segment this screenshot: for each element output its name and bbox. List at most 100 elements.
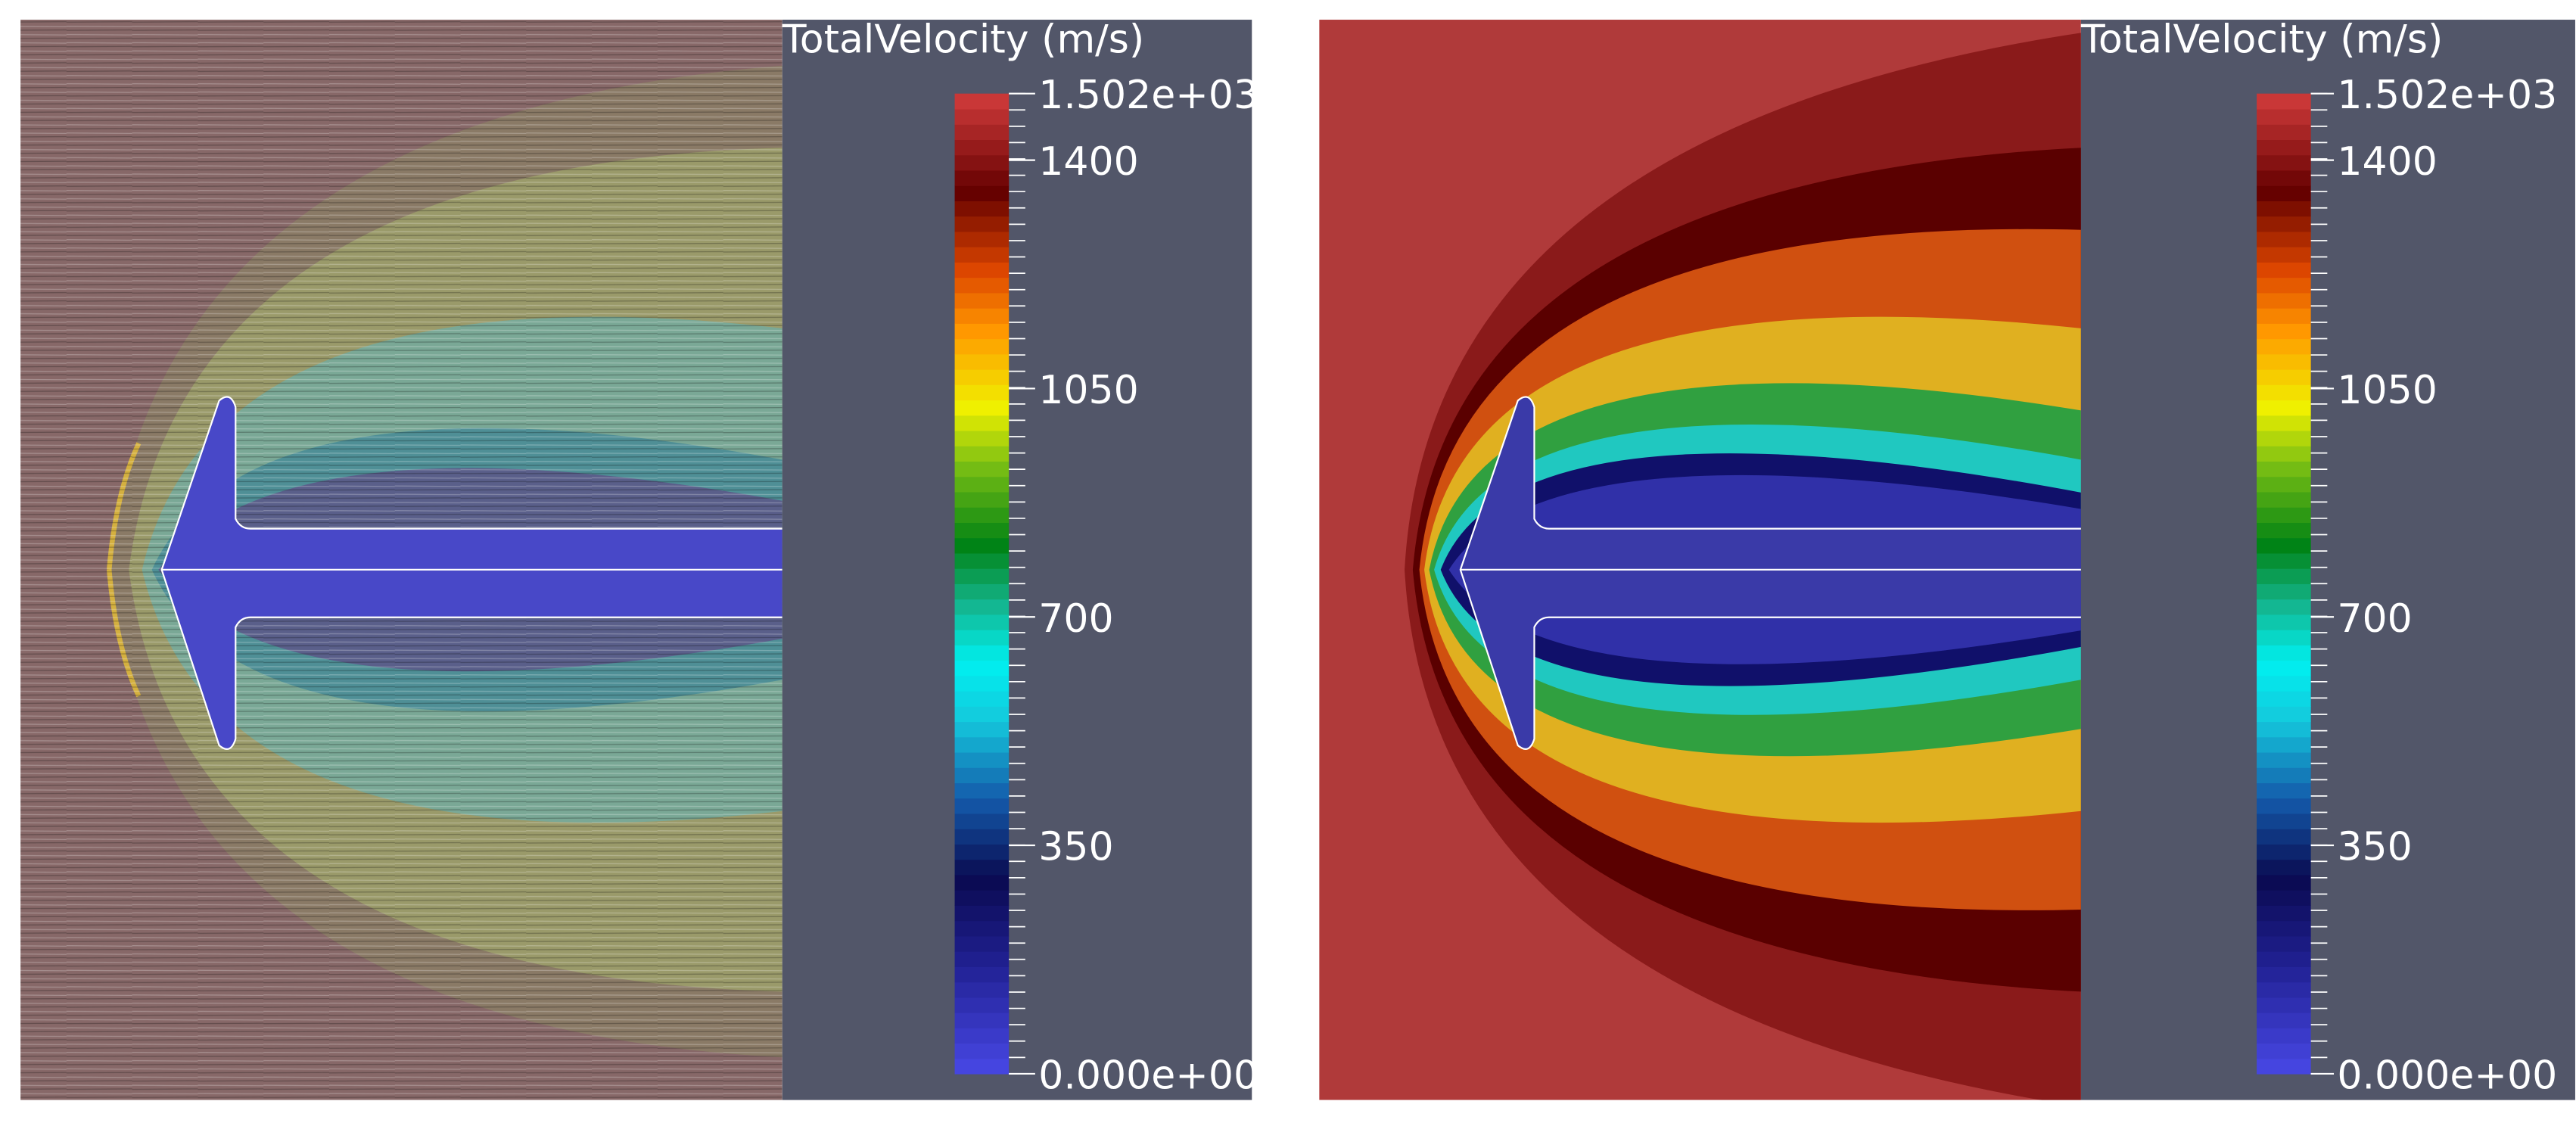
colorbar-band: [954, 415, 1010, 431]
colorbar-band: [954, 154, 1010, 171]
colorbar-band: [954, 139, 1010, 156]
colorbar-band: [2257, 997, 2311, 1013]
colorbar-band: [2257, 1043, 2311, 1059]
colorbar-band: [2257, 599, 2311, 615]
colorbar-band: [2257, 369, 2311, 385]
colorbar-band: [954, 476, 1010, 493]
colorbar-band: [954, 798, 1010, 814]
colorbar-band: [2257, 491, 2311, 508]
colorbar-band: [2257, 844, 2311, 860]
colorbar-band: [2257, 1058, 2311, 1075]
colorbar-tick-label: 1.502e+03: [1038, 73, 1258, 118]
colorbar-band: [954, 93, 1010, 110]
colorbar-band: [2257, 537, 2311, 554]
colorbar-band: [2257, 353, 2311, 370]
colorbar-band: [954, 277, 1010, 294]
colorbar-band: [954, 736, 1010, 753]
colorbar-band: [2257, 231, 2311, 247]
colorbar-band: [2257, 568, 2311, 584]
lic-view: [20, 20, 782, 1100]
colorbar-band: [954, 599, 1010, 615]
colorbar-band: [2257, 920, 2311, 937]
colorbar-band: [2257, 185, 2311, 201]
legend-panel: [2080, 20, 2575, 1100]
colorbar-band: [954, 675, 1010, 692]
colorbar-band: [954, 782, 1010, 799]
colorbar-band: [954, 308, 1010, 324]
colorbar-band: [954, 966, 1010, 983]
colorbar-band: [2257, 247, 2311, 263]
colorbar-band: [2257, 415, 2311, 431]
colorbar-band: [954, 874, 1010, 891]
colorbar-band: [2257, 93, 2311, 110]
colorbar-band: [954, 614, 1010, 630]
colorbar-band: [2257, 645, 2311, 661]
colorbar-band: [954, 247, 1010, 263]
colorbar-band: [954, 829, 1010, 845]
colorbar-band: [2257, 262, 2311, 278]
colorbar-band: [2257, 951, 2311, 967]
colorbar-band: [2257, 736, 2311, 753]
colorbar-band: [954, 859, 1010, 876]
colorbar-band: [2257, 630, 2311, 645]
colorbar-band: [954, 170, 1010, 186]
colorbar-band: [954, 338, 1010, 355]
colorbar-band: [954, 231, 1010, 247]
colorbar-band: [954, 997, 1010, 1013]
legend-panel: [782, 20, 1252, 1100]
colorbar-band: [2257, 721, 2311, 738]
colorbar-band: [2257, 446, 2311, 462]
colorbar-tick-label: 700: [2337, 596, 2412, 642]
colorbar-band: [954, 751, 1010, 768]
colorbar-band: [2257, 905, 2311, 922]
colorbar-band: [2257, 1028, 2311, 1044]
colorbar-band: [954, 400, 1010, 416]
colorbar-band: [2257, 583, 2311, 600]
colorbar-tick-label: 1.502e+03: [2337, 73, 2557, 118]
colorbar-band: [954, 813, 1010, 829]
colorbar-band: [954, 522, 1010, 539]
colorbar-band: [954, 935, 1010, 952]
colorbar-band: [954, 446, 1010, 462]
colorbar-band: [2257, 660, 2311, 677]
colorbar-band: [2257, 507, 2311, 523]
colorbar-tick-label: 350: [2337, 825, 2412, 870]
pseudocolor-view: [1319, 20, 2081, 1100]
colorbar-tick-label: 0.000e+00: [2337, 1053, 2557, 1098]
colorbar-band: [2257, 614, 2311, 630]
colorbar-band: [954, 552, 1010, 569]
colorbar-band: [954, 981, 1010, 998]
colorbar-band: [954, 905, 1010, 922]
colorbar-band: [954, 721, 1010, 738]
colorbar-band: [954, 767, 1010, 784]
colorbar-band: [2257, 124, 2311, 141]
colorbar-band: [2257, 782, 2311, 799]
colorbar-band: [2257, 751, 2311, 768]
colorbar-band: [954, 844, 1010, 860]
colorbar-title: TotalVelocity (m/s): [2080, 17, 2443, 62]
colorbar-band: [2257, 706, 2311, 723]
colorbar-band: [954, 920, 1010, 937]
colorbar-tick-label: 350: [1038, 825, 1113, 870]
colorbar-band: [2257, 813, 2311, 829]
colorbar-band: [954, 201, 1010, 217]
colorbar-band: [2257, 935, 2311, 952]
colorbar-band: [954, 690, 1010, 707]
colorbar-band: [2257, 890, 2311, 906]
colorbar-band: [954, 507, 1010, 523]
colorbar-band: [2257, 690, 2311, 707]
colorbar-band: [954, 951, 1010, 967]
colorbar-band: [2257, 323, 2311, 340]
colorbar-title: TotalVelocity (m/s): [782, 17, 1144, 62]
colorbar-band: [2257, 170, 2311, 186]
colorbar-band: [2257, 308, 2311, 324]
colorbar-band: [2257, 400, 2311, 416]
colorbar-band: [954, 1028, 1010, 1044]
colorbar-band: [2257, 216, 2311, 232]
colorbar-band: [2257, 981, 2311, 998]
colorbar-tick-label: 700: [1038, 596, 1113, 642]
colorbar-band: [2257, 874, 2311, 891]
colorbar-band: [2257, 461, 2311, 478]
